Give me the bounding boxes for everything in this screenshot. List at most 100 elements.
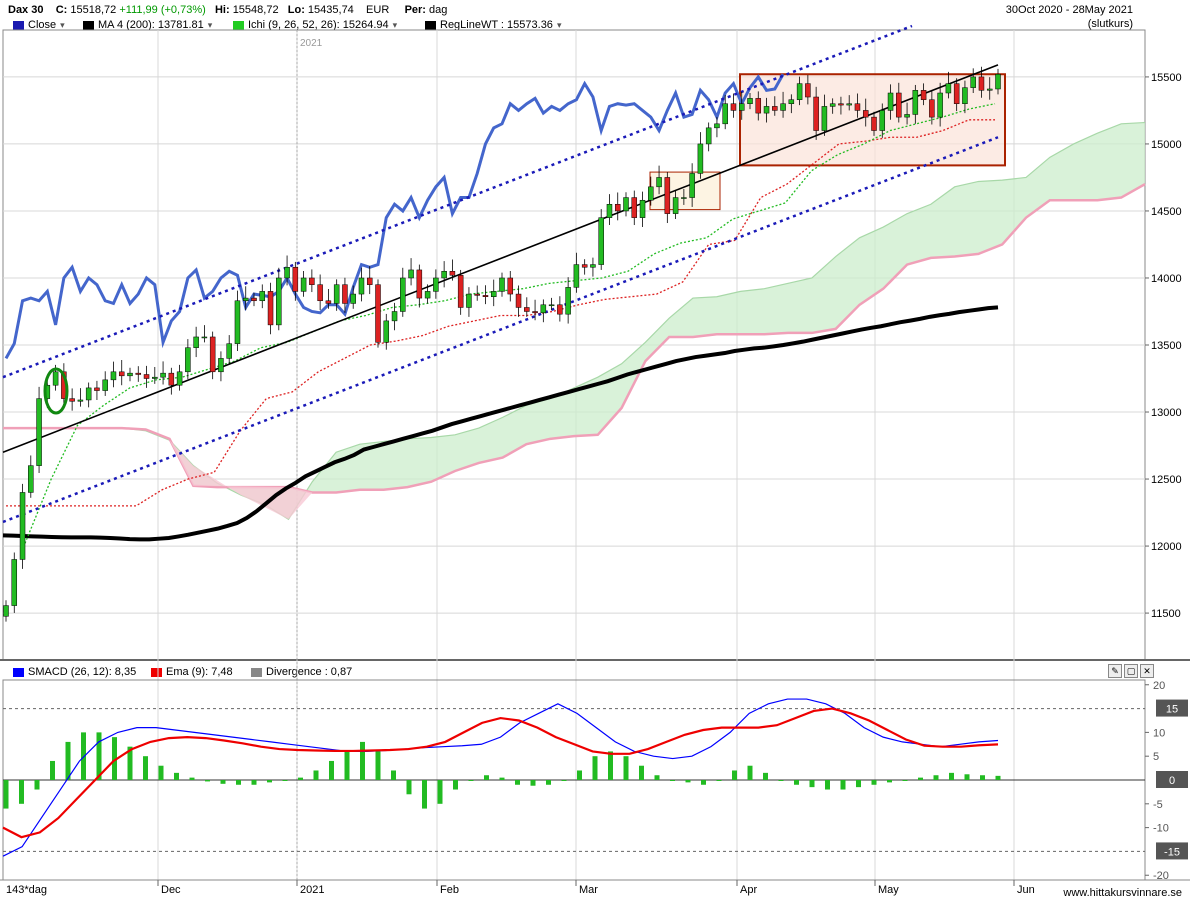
candle-body bbox=[548, 304, 555, 307]
footer-url[interactable]: www.hittakursvinnare.se bbox=[1063, 887, 1182, 899]
divergence-bar bbox=[701, 780, 706, 785]
close-icon[interactable]: ✕ bbox=[1140, 664, 1154, 678]
candle-body bbox=[540, 304, 547, 314]
candle-body bbox=[110, 371, 117, 381]
divergence-bar bbox=[902, 780, 908, 781]
divergence-bar bbox=[468, 780, 474, 781]
candle-body bbox=[714, 123, 720, 129]
divergence-bar bbox=[546, 780, 551, 785]
y-tick-label: 12000 bbox=[1151, 541, 1182, 553]
candle-body bbox=[829, 103, 836, 107]
candle-body bbox=[524, 307, 530, 312]
macd-y-tick-label: 10 bbox=[1153, 727, 1165, 739]
x-tick-label: Feb bbox=[440, 884, 459, 896]
candle-body bbox=[160, 372, 166, 378]
legend-item[interactable]: Divergence : 0,87 bbox=[251, 666, 352, 678]
candle-body bbox=[28, 465, 34, 493]
candle-body bbox=[664, 177, 671, 214]
candle-body bbox=[697, 143, 704, 174]
divergence-bar bbox=[143, 756, 148, 780]
legend-swatch bbox=[13, 667, 24, 677]
candle-body bbox=[218, 358, 224, 373]
candle-body bbox=[19, 492, 26, 560]
candle-body bbox=[375, 284, 381, 343]
zoom-icon[interactable]: ▢ bbox=[1124, 664, 1138, 678]
candle-body bbox=[937, 92, 943, 118]
year-marker: 2021 bbox=[300, 38, 323, 49]
macd-marker-badge bbox=[1156, 771, 1188, 788]
pin-icon[interactable]: ✎ bbox=[1108, 664, 1122, 678]
legend-label: MA 4 (200): 13781.81 bbox=[98, 19, 204, 31]
legend-item[interactable]: Ema (9): 7,48 bbox=[151, 666, 233, 678]
candle-body bbox=[681, 197, 687, 199]
candle-body bbox=[185, 347, 191, 373]
divergence-bar bbox=[918, 777, 923, 780]
legend-swatch bbox=[251, 667, 262, 677]
divergence-bar bbox=[499, 777, 505, 780]
candle-body bbox=[565, 287, 571, 315]
candle-body bbox=[358, 277, 365, 295]
candle-body bbox=[813, 96, 819, 131]
chevron-down-icon[interactable]: ▾ bbox=[556, 19, 562, 30]
chevron-down-icon[interactable]: ▾ bbox=[207, 19, 213, 30]
candle-body bbox=[772, 106, 778, 111]
candle-body bbox=[3, 605, 9, 617]
candle-body bbox=[366, 277, 373, 285]
candle-body bbox=[333, 284, 340, 304]
lo-value: 15435,74 bbox=[307, 4, 354, 16]
legend-item[interactable]: Ichi (9, 26, 52, 26): 15264.94 ▾ bbox=[233, 19, 397, 31]
macd-marker-label: 0 bbox=[1169, 775, 1175, 787]
candle-body bbox=[904, 114, 910, 118]
currency-label: EUR bbox=[366, 4, 390, 16]
candle-body bbox=[805, 83, 811, 98]
candle-body bbox=[557, 304, 563, 315]
legend-item[interactable]: Close ▾ bbox=[13, 19, 65, 31]
divergence-bar bbox=[732, 770, 737, 780]
candle-body bbox=[722, 103, 728, 125]
chevron-down-icon[interactable]: ▾ bbox=[60, 19, 65, 30]
macd-y-tick-label: 20 bbox=[1153, 680, 1165, 692]
divergence-bar bbox=[19, 780, 24, 804]
cloud-span-a bbox=[3, 121, 1146, 521]
cloud-bearish-fill bbox=[169, 440, 313, 520]
chevron-down-icon[interactable]: ▾ bbox=[392, 19, 398, 30]
candle-body bbox=[168, 372, 175, 386]
candle-body bbox=[879, 110, 886, 131]
divergence-bar bbox=[685, 780, 691, 783]
macd-marker-badge bbox=[1156, 699, 1188, 717]
divergence-bar bbox=[3, 780, 9, 809]
legend-item[interactable]: RegLineWT : 15573.36 ▾ bbox=[425, 19, 561, 31]
divergence-bar bbox=[515, 780, 520, 785]
legend-item[interactable]: MA 4 (200): 13781.81 ▾ bbox=[83, 19, 212, 31]
candle-body bbox=[986, 88, 993, 91]
period-value: dag bbox=[429, 4, 448, 16]
divergence-bar bbox=[344, 751, 350, 780]
candle-body bbox=[896, 92, 902, 118]
y-tick-label: 14500 bbox=[1151, 206, 1182, 218]
candle-body bbox=[639, 199, 646, 218]
candle-body bbox=[796, 83, 803, 100]
candle-body bbox=[143, 374, 150, 379]
divergence-bar bbox=[406, 780, 412, 795]
candle-body bbox=[234, 300, 241, 344]
header-bar: Dax 30 C: 15518,72 +111,99 (+0,73%) Hi: … bbox=[8, 4, 447, 16]
candle-body bbox=[36, 398, 42, 466]
x-tick-label: May bbox=[878, 884, 899, 896]
legend-item[interactable]: SMACD (26, 12): 8,35 bbox=[13, 666, 136, 678]
candle-body bbox=[85, 387, 92, 401]
legend-label: Ema (9): 7,48 bbox=[166, 666, 233, 678]
candle-body bbox=[631, 197, 638, 218]
x-tick-label: Apr bbox=[740, 884, 757, 896]
candle-body bbox=[457, 275, 464, 308]
candle-body bbox=[482, 295, 489, 297]
candle-body bbox=[614, 204, 621, 212]
divergence-bar bbox=[608, 751, 613, 780]
candle-body bbox=[466, 293, 472, 308]
candle-body bbox=[325, 300, 332, 304]
y-tick-label: 15000 bbox=[1151, 139, 1182, 151]
divergence-bar bbox=[763, 772, 768, 780]
divergence-bar bbox=[112, 737, 117, 780]
divergence-bar bbox=[949, 772, 954, 780]
